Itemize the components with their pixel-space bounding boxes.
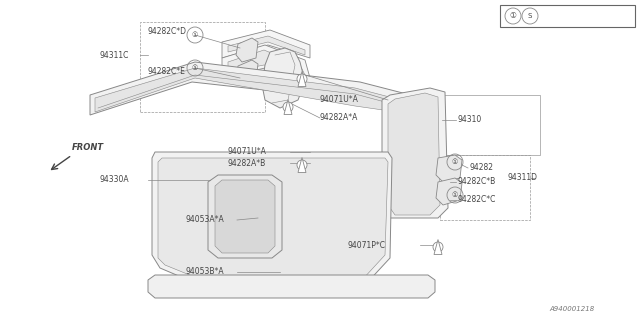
Polygon shape [298, 71, 306, 86]
Text: 049704120(8): 049704120(8) [543, 12, 603, 20]
Text: 94282A*B: 94282A*B [228, 158, 266, 167]
Polygon shape [228, 50, 305, 75]
Text: ①: ① [192, 32, 198, 38]
Bar [440, 95, 540, 155]
Text: ①: ① [452, 192, 458, 198]
Ellipse shape [297, 160, 307, 170]
Polygon shape [215, 180, 275, 253]
Polygon shape [152, 152, 392, 285]
Polygon shape [236, 60, 258, 84]
Polygon shape [262, 48, 305, 108]
Polygon shape [90, 62, 430, 118]
Text: 94071U*A: 94071U*A [228, 148, 267, 156]
Text: A940001218: A940001218 [550, 306, 595, 312]
Text: 94282C*B: 94282C*B [458, 178, 496, 187]
Polygon shape [222, 45, 310, 78]
Polygon shape [382, 88, 448, 218]
Text: 94282C*E: 94282C*E [148, 68, 186, 76]
Polygon shape [95, 68, 420, 115]
Text: 94311D: 94311D [508, 173, 538, 182]
Polygon shape [436, 178, 462, 205]
Polygon shape [236, 38, 258, 62]
Text: FRONT: FRONT [72, 143, 104, 152]
Polygon shape [434, 239, 442, 254]
Ellipse shape [283, 102, 293, 112]
Text: ①: ① [452, 159, 458, 165]
Ellipse shape [297, 74, 307, 84]
Polygon shape [436, 155, 462, 182]
Polygon shape [228, 36, 305, 55]
Bar [140, 22, 265, 112]
Text: 94053B*A: 94053B*A [185, 268, 223, 276]
Text: 94071P*C: 94071P*C [348, 241, 386, 250]
Text: 94310: 94310 [458, 116, 483, 124]
Text: 94311C: 94311C [100, 51, 129, 60]
Bar [500, 5, 635, 27]
Polygon shape [222, 30, 310, 58]
Text: 94282C*C: 94282C*C [458, 196, 497, 204]
Text: 94282: 94282 [470, 164, 494, 172]
Polygon shape [148, 275, 435, 298]
Text: ①: ① [192, 65, 198, 71]
Text: 94282C*D: 94282C*D [148, 28, 187, 36]
Text: 94071U*A: 94071U*A [320, 95, 359, 105]
Ellipse shape [433, 242, 443, 252]
Polygon shape [298, 157, 306, 172]
Polygon shape [208, 175, 282, 258]
Text: 94330A: 94330A [100, 175, 130, 185]
Text: 94053A*A: 94053A*A [185, 215, 224, 225]
Bar [440, 155, 530, 220]
Polygon shape [388, 93, 440, 215]
Polygon shape [158, 158, 388, 280]
Polygon shape [284, 100, 292, 115]
Text: 94282A*A: 94282A*A [320, 114, 358, 123]
Text: ①: ① [509, 12, 516, 20]
Text: S: S [528, 13, 532, 19]
